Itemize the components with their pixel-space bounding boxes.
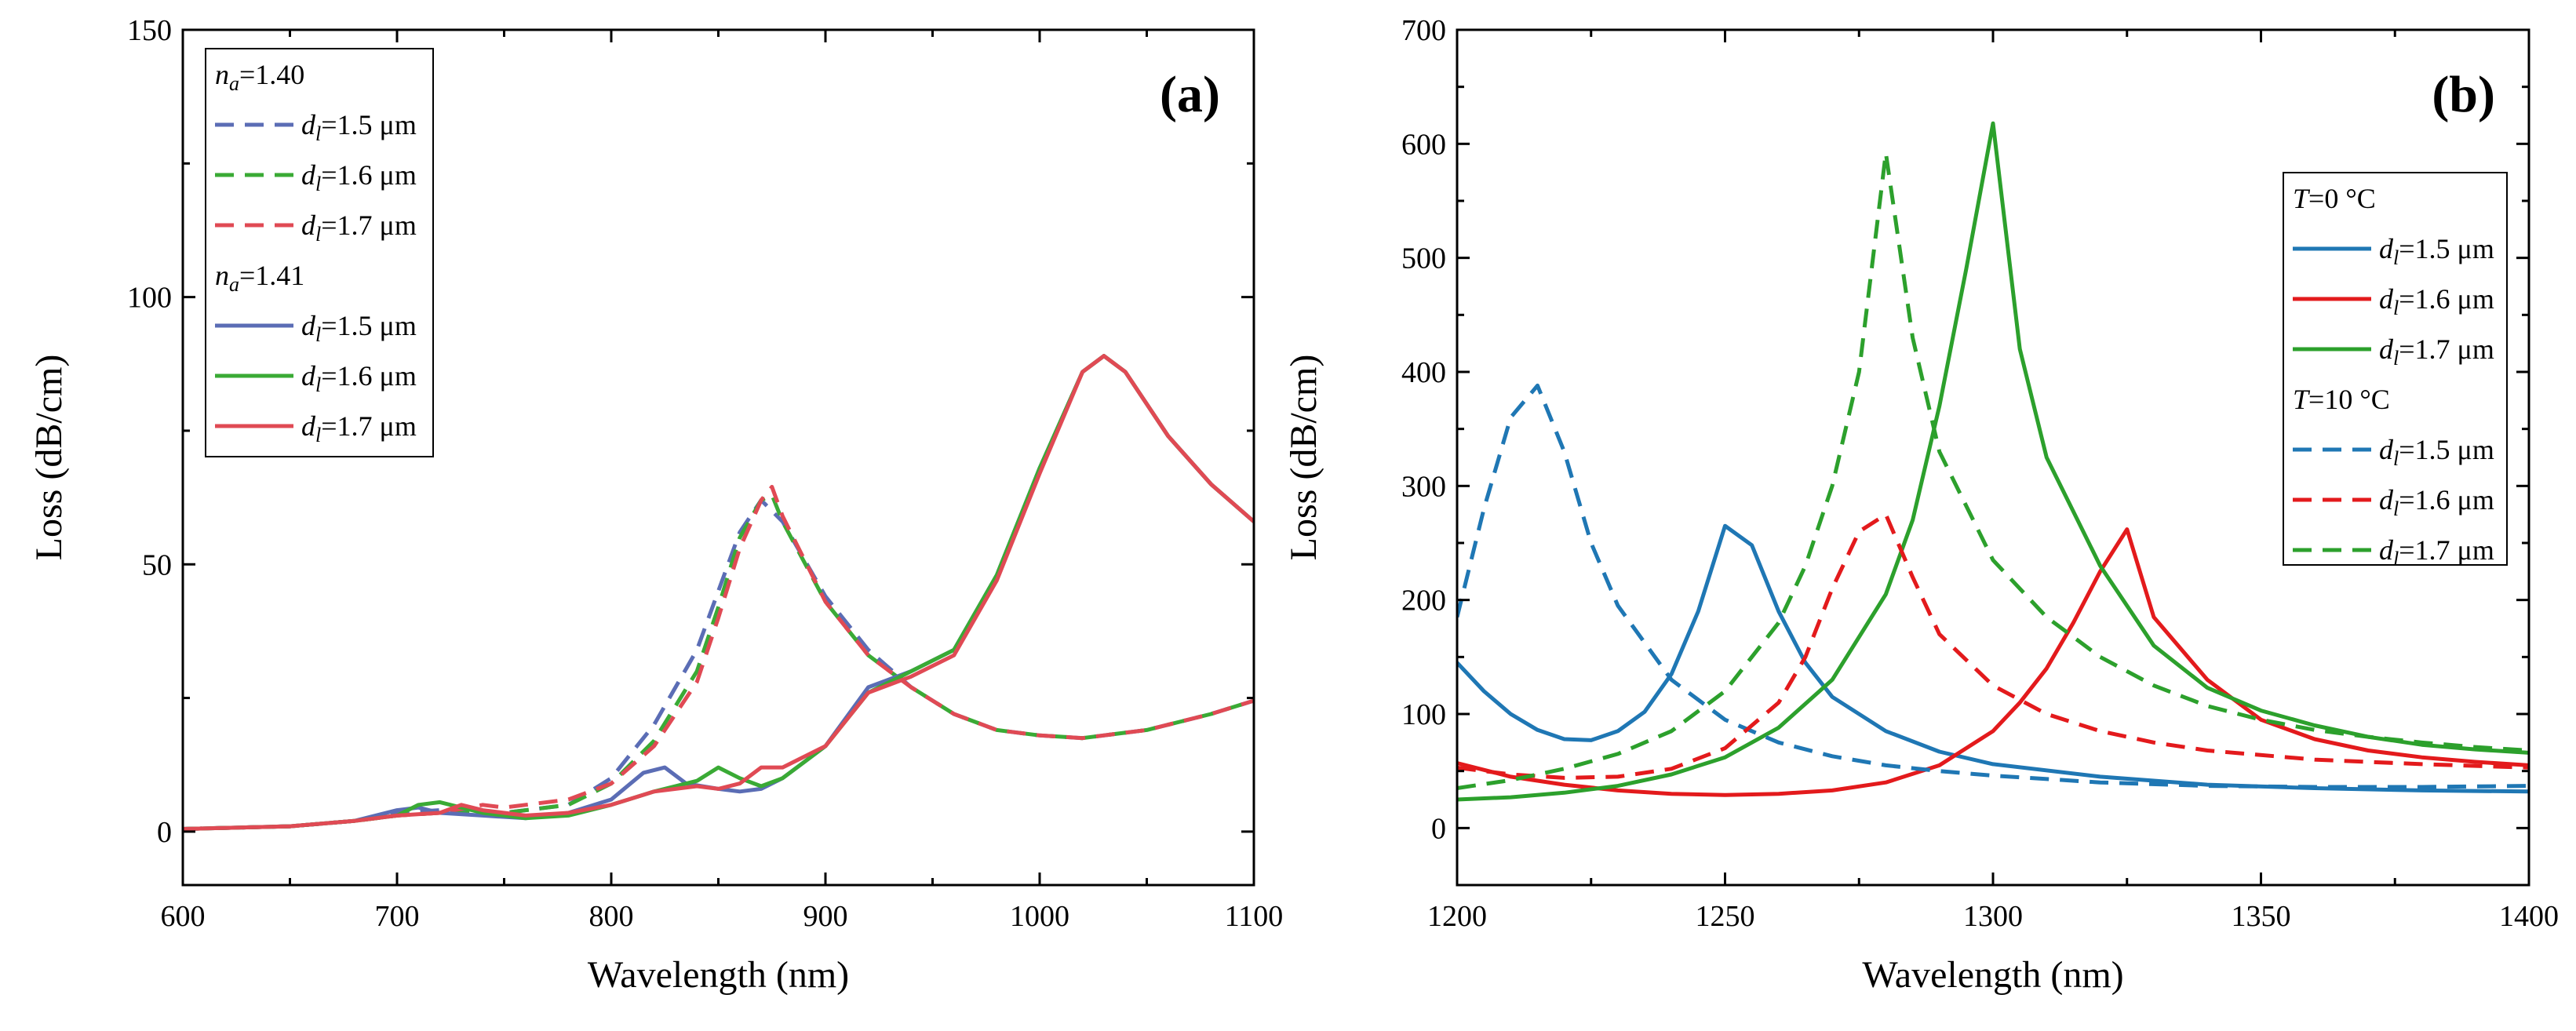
legend-group-title: na=1.41	[215, 260, 304, 296]
chart-panel-a: 600 700 800 900 1000 1100 0 50 100 150 Wavelength …	[28, 14, 1283, 996]
series-line-solid-1	[1457, 527, 2529, 797]
y-tick-label: 0	[157, 816, 172, 849]
x-tick-label: 1400	[2499, 900, 2559, 933]
y-axis-title: Loss (dB/cm)	[28, 355, 70, 561]
x-axis-title: Wavelength (nm)	[588, 954, 849, 996]
legend-entry-label: dl=1.5 μm	[2379, 434, 2494, 470]
y-axis-title: Loss (dB/cm)	[1283, 355, 1324, 561]
x-tick-label: 1350	[2232, 900, 2291, 933]
legend-group-title: T=10 °C	[2293, 384, 2390, 415]
panel-label: (b)	[2432, 66, 2495, 123]
y-tick-label: 200	[1401, 585, 1446, 618]
x-axis-title: Wavelength (nm)	[1862, 954, 2123, 996]
y-tick-label: 150	[127, 14, 172, 47]
series-line-dashed-0	[183, 498, 1254, 831]
y-tick-label: 700	[1401, 14, 1446, 47]
x-tick-label: 900	[803, 900, 848, 933]
panel-label: (a)	[1160, 66, 1220, 123]
y-tick-label: 50	[142, 548, 172, 581]
legend-entry-label: dl=1.6 μm	[301, 360, 417, 396]
y-tick-label: 600	[1401, 128, 1446, 161]
y-tick-label: 100	[1401, 698, 1446, 731]
x-tick-label: 800	[589, 900, 634, 933]
series-line-dashed-5	[1457, 151, 2529, 790]
series-line-solid-0	[1457, 523, 2529, 794]
legend-entry-label: dl=1.5 μm	[301, 310, 417, 346]
legend-box	[2283, 172, 2508, 566]
x-tick-label: 700	[375, 900, 420, 933]
series-line-solid-5	[183, 354, 1254, 831]
series-group	[183, 354, 1254, 831]
x-tick-label: 1100	[1225, 900, 1284, 933]
y-tick-label: 400	[1401, 356, 1446, 389]
legend: na=1.40 dl=1.5 μm dl=1.6 μm dl=1.7 μm na=1.4…	[205, 48, 434, 457]
legend-entry-label: dl=1.7 μm	[301, 209, 417, 246]
legend-box	[205, 48, 434, 457]
series-line-dashed-2	[183, 485, 1254, 831]
y-tick-label: 100	[127, 282, 172, 315]
legend-entry-label: dl=1.7 μm	[301, 410, 417, 446]
x-tick-label: 1250	[1696, 900, 1755, 933]
legend-group-title: T=0 °C	[2293, 183, 2376, 214]
x-tick-label: 1200	[1427, 900, 1487, 933]
legend-entry-label: dl=1.5 μm	[301, 109, 417, 145]
x-tick-label: 1000	[1010, 900, 1069, 933]
legend-entry-label: dl=1.7 μm	[2379, 333, 2494, 370]
x-tick-label: 1300	[1963, 900, 2023, 933]
series-group	[1457, 121, 2529, 802]
legend-entry-label: dl=1.5 μm	[2379, 233, 2494, 269]
y-tick-label: 300	[1401, 470, 1446, 503]
series-line-dashed-4	[1457, 512, 2529, 780]
series-line-dashed-3	[1457, 383, 2529, 789]
legend-entry-label: dl=1.7 μm	[2379, 534, 2494, 570]
legend-entry-label: dl=1.6 μm	[2379, 484, 2494, 520]
legend-group-title: na=1.40	[215, 59, 304, 95]
series-line-solid-2	[1457, 121, 2529, 802]
chart-panel-b: 1200 1250 1300 1350 1400 0 100 200 300 400 500 600 7…	[1283, 14, 2559, 996]
x-tick-label: 600	[161, 900, 206, 933]
legend-entry-label: dl=1.6 μm	[2379, 283, 2494, 319]
y-tick-label: 0	[1431, 812, 1446, 845]
series-line-dashed-1	[183, 493, 1254, 831]
legend-entry-label: dl=1.6 μm	[301, 159, 417, 195]
y-tick-label: 500	[1401, 242, 1446, 275]
